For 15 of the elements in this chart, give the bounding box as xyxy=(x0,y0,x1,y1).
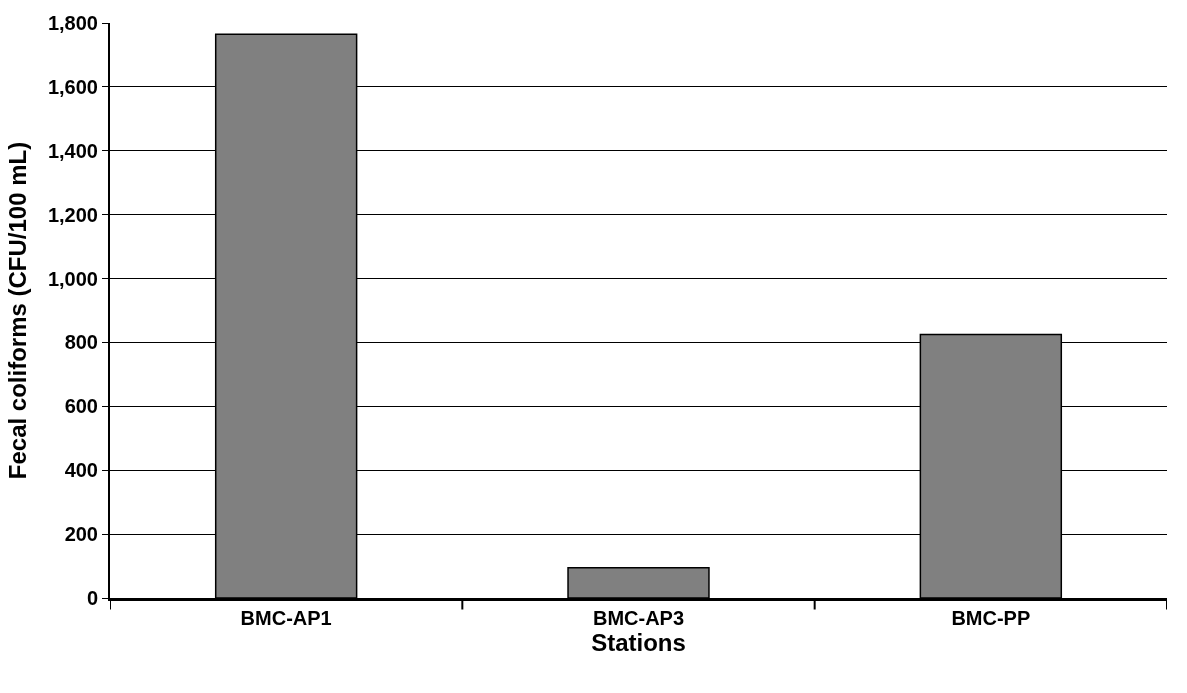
x-tick-label: BMC-AP1 xyxy=(240,607,332,629)
y-tick-label: 200 xyxy=(64,523,98,546)
y-axis-title: Fecal coliforms (CFU/100 mL) xyxy=(3,141,31,480)
y-tick-label: 1,000 xyxy=(47,267,98,290)
y-tick-label: 0 xyxy=(86,587,98,609)
x-axis-title: Stations xyxy=(591,629,686,656)
y-tick-label: 800 xyxy=(64,331,98,354)
y-tick-label: 400 xyxy=(64,459,98,482)
y-tick-label: 600 xyxy=(64,395,98,418)
y-tick-label: 1,400 xyxy=(47,139,98,162)
y-tick-label: 1,600 xyxy=(47,75,98,98)
x-tick-label: BMC-PP xyxy=(951,607,1031,629)
y-tick-label: 1,800 xyxy=(47,12,98,34)
x-tick-label: BMC-AP3 xyxy=(592,607,685,629)
y-tick-label: 1,200 xyxy=(47,203,98,226)
